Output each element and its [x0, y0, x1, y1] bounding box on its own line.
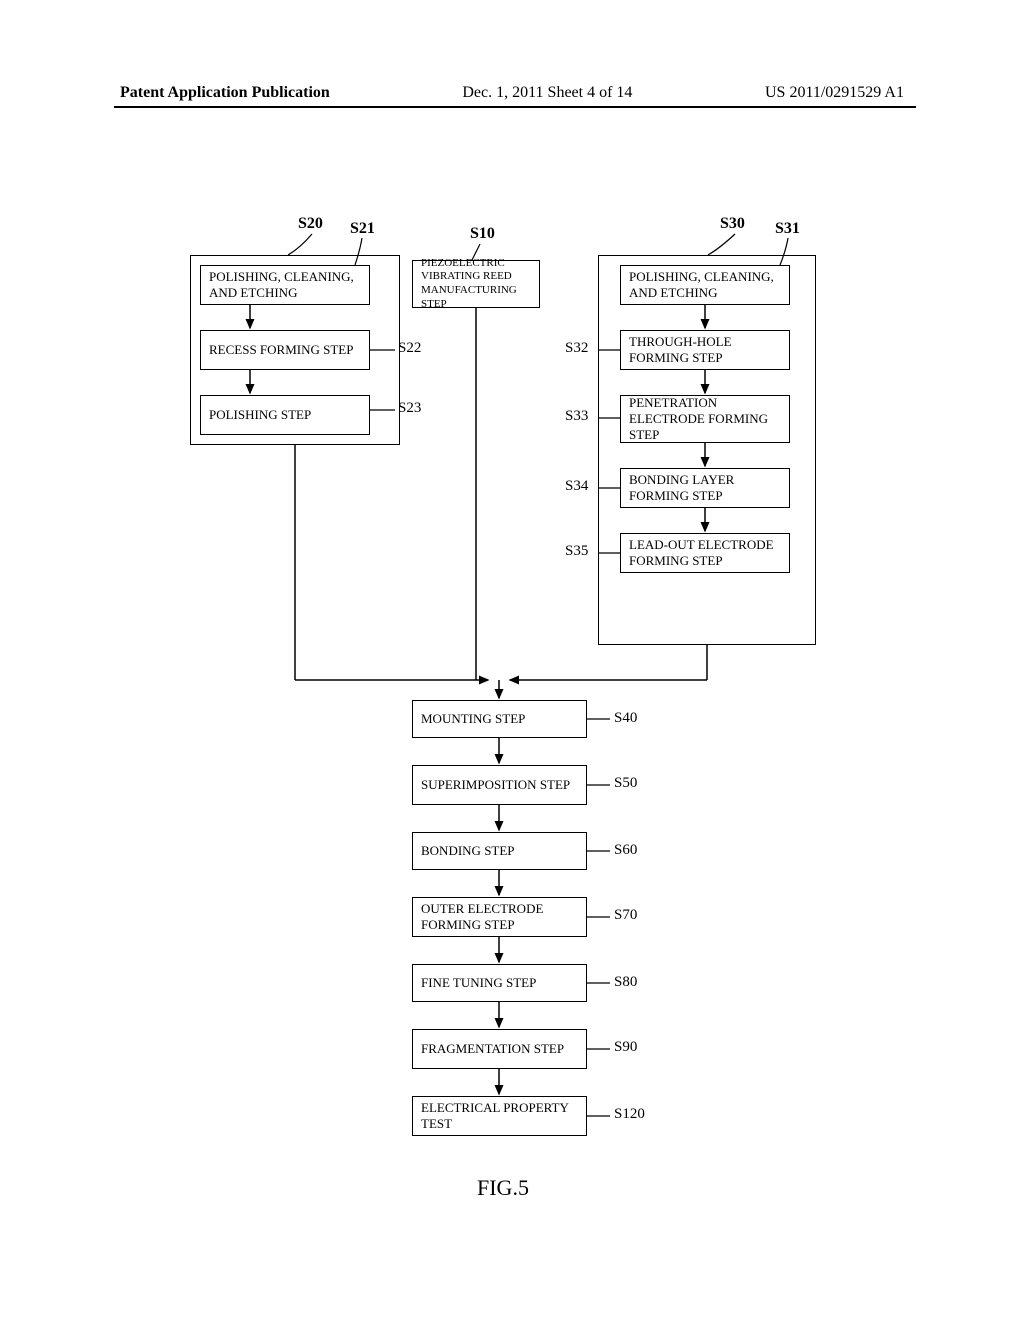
label-s31: S31	[775, 220, 800, 238]
box-s60-text: BONDING STEP	[421, 843, 515, 859]
box-s35: LEAD-OUT ELECTRODE FORMING STEP	[620, 533, 790, 573]
label-s10: S10	[470, 225, 495, 243]
box-s31-text: POLISHING, CLEANING, AND ETCHING	[629, 269, 781, 302]
box-s70-text: OUTER ELECTRODE FORMING STEP	[421, 901, 578, 934]
label-s23: S23	[398, 400, 421, 417]
label-s70: S70	[614, 907, 637, 924]
box-s22: RECESS FORMING STEP	[200, 330, 370, 370]
box-s32-text: THROUGH-HOLE FORMING STEP	[629, 334, 781, 367]
diagram-canvas: POLISHING, CLEANING, AND ETCHING RECESS …	[0, 0, 1024, 1320]
box-s120: ELECTRICAL PROPERTY TEST	[412, 1096, 587, 1136]
label-s40: S40	[614, 710, 637, 727]
box-s34: BONDING LAYER FORMING STEP	[620, 468, 790, 508]
box-s80: FINE TUNING STEP	[412, 964, 587, 1002]
label-s35: S35	[565, 543, 588, 560]
box-s90: FRAGMENTATION STEP	[412, 1029, 587, 1069]
box-s80-text: FINE TUNING STEP	[421, 975, 536, 991]
box-s90-text: FRAGMENTATION STEP	[421, 1041, 564, 1057]
label-s120: S120	[614, 1106, 645, 1123]
box-s10: PIEZOELECTRIC VIBRATING REED MANUFACTURI…	[412, 260, 540, 308]
label-s90: S90	[614, 1039, 637, 1056]
box-s40-text: MOUNTING STEP	[421, 711, 525, 727]
box-s35-text: LEAD-OUT ELECTRODE FORMING STEP	[629, 537, 781, 570]
label-s30: S30	[720, 215, 745, 233]
box-s31: POLISHING, CLEANING, AND ETCHING	[620, 265, 790, 305]
box-s34-text: BONDING LAYER FORMING STEP	[629, 472, 781, 505]
box-s23: POLISHING STEP	[200, 395, 370, 435]
box-s33: PENETRATION ELECTRODE FORMING STEP	[620, 395, 790, 443]
box-s21-text: POLISHING, CLEANING, AND ETCHING	[209, 269, 361, 302]
box-s50: SUPERIMPOSITION STEP	[412, 765, 587, 805]
box-s23-text: POLISHING STEP	[209, 407, 311, 423]
label-s20: S20	[298, 215, 323, 233]
label-s33: S33	[565, 408, 588, 425]
box-s50-text: SUPERIMPOSITION STEP	[421, 777, 570, 793]
box-s32: THROUGH-HOLE FORMING STEP	[620, 330, 790, 370]
box-s10-text: PIEZOELECTRIC VIBRATING REED MANUFACTURI…	[421, 257, 531, 312]
box-s40: MOUNTING STEP	[412, 700, 587, 738]
label-s21: S21	[350, 220, 375, 238]
box-s120-text: ELECTRICAL PROPERTY TEST	[421, 1100, 578, 1133]
label-s80: S80	[614, 974, 637, 991]
box-s60: BONDING STEP	[412, 832, 587, 870]
box-s21: POLISHING, CLEANING, AND ETCHING	[200, 265, 370, 305]
label-s34: S34	[565, 478, 588, 495]
label-s22: S22	[398, 340, 421, 357]
box-s22-text: RECESS FORMING STEP	[209, 342, 353, 358]
label-s50: S50	[614, 775, 637, 792]
box-s33-text: PENETRATION ELECTRODE FORMING STEP	[629, 395, 781, 444]
outer-box-s30	[598, 255, 816, 645]
figure-caption: FIG.5	[477, 1175, 529, 1201]
label-s32: S32	[565, 340, 588, 357]
box-s70: OUTER ELECTRODE FORMING STEP	[412, 897, 587, 937]
label-s60: S60	[614, 842, 637, 859]
